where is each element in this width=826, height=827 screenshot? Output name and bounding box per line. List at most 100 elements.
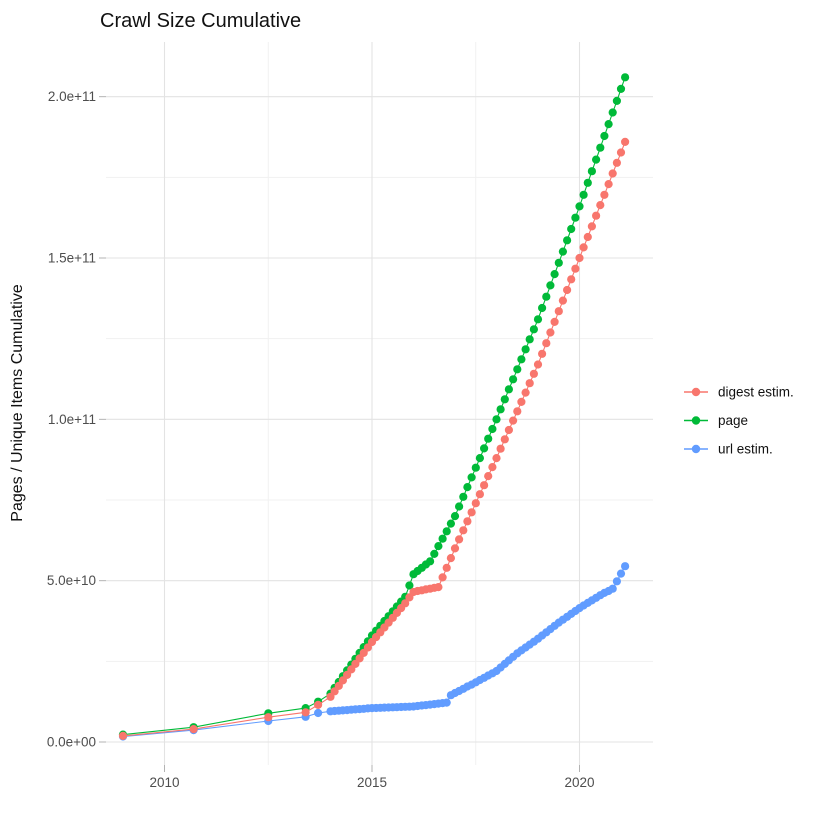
data-point xyxy=(314,708,323,718)
data-point xyxy=(596,143,605,152)
data-point xyxy=(621,137,630,146)
data-point xyxy=(612,96,622,105)
data-point xyxy=(571,264,580,273)
data-point xyxy=(529,369,539,378)
data-point xyxy=(554,258,563,267)
data-point xyxy=(616,148,626,157)
data-point xyxy=(525,335,534,344)
data-point xyxy=(587,167,597,176)
data-point xyxy=(508,416,518,425)
chart-title: Crawl Size Cumulative xyxy=(100,10,301,32)
data-point xyxy=(459,526,468,535)
data-point xyxy=(575,202,584,211)
y-axis-title: Pages / Unique Items Cumulative xyxy=(9,284,26,522)
data-point xyxy=(616,84,626,93)
data-point xyxy=(459,492,468,501)
y-tick-label: 2.0e+11 xyxy=(48,89,96,104)
data-point xyxy=(592,155,601,164)
data-point xyxy=(442,527,451,536)
data-point xyxy=(500,435,509,444)
data-point xyxy=(542,292,551,301)
data-point xyxy=(567,275,576,284)
data-point xyxy=(579,243,588,252)
legend-key-point xyxy=(691,444,701,454)
data-point xyxy=(450,511,460,521)
data-point xyxy=(583,232,592,242)
data-point xyxy=(517,397,526,406)
data-point xyxy=(575,253,584,263)
data-point xyxy=(405,581,414,590)
y-axis-tick-labels: 0.0e+00 5.0e+10 1.0e+11 1.5e+11 2.0e+11 xyxy=(47,89,96,749)
major-gridlines xyxy=(106,42,653,765)
data-point xyxy=(504,385,513,394)
data-point xyxy=(496,405,505,414)
y-tick-label: 5.0e+10 xyxy=(47,573,96,588)
data-point xyxy=(446,519,455,528)
data-point xyxy=(471,463,480,472)
legend-key-point xyxy=(691,387,701,397)
data-point xyxy=(525,379,534,388)
data-point xyxy=(467,473,476,482)
y-tick-label: 1.0e+11 xyxy=(48,412,96,427)
data-point xyxy=(600,190,609,199)
legend-item-digest: digest estim. xyxy=(684,385,794,400)
data-point xyxy=(467,508,476,517)
data-point xyxy=(571,213,580,222)
data-series-layer xyxy=(118,73,630,741)
data-point xyxy=(434,542,443,551)
minor-gridlines xyxy=(106,42,653,765)
data-point xyxy=(550,270,559,279)
legend-item-url: url estim. xyxy=(684,442,773,457)
data-point xyxy=(450,544,460,553)
data-point xyxy=(463,483,472,492)
data-point xyxy=(475,454,484,463)
x-tick-label: 2015 xyxy=(357,775,387,790)
data-point xyxy=(508,375,518,384)
legend-label: digest estim. xyxy=(718,385,794,400)
data-point xyxy=(446,554,455,563)
data-point xyxy=(438,534,447,543)
data-point xyxy=(583,178,592,187)
data-point xyxy=(616,569,626,578)
data-point xyxy=(550,317,559,326)
data-point xyxy=(513,407,522,416)
data-point xyxy=(604,120,613,129)
data-point xyxy=(558,296,568,305)
data-point xyxy=(542,339,551,348)
data-point xyxy=(517,355,526,364)
data-point xyxy=(301,708,310,717)
data-point xyxy=(567,224,576,234)
data-point xyxy=(442,698,451,707)
data-point xyxy=(471,499,480,508)
data-point xyxy=(118,731,128,741)
data-point xyxy=(492,415,501,424)
data-point xyxy=(608,169,617,178)
data-point xyxy=(442,563,451,572)
legend-label: url estim. xyxy=(718,442,773,457)
axis-tick-marks xyxy=(99,96,580,772)
data-point xyxy=(189,725,198,734)
data-point xyxy=(455,535,464,544)
data-point xyxy=(475,490,484,499)
data-point xyxy=(264,713,273,722)
data-point xyxy=(463,517,472,526)
data-point xyxy=(401,599,410,608)
data-point xyxy=(480,481,489,490)
data-point xyxy=(587,222,597,231)
data-point xyxy=(621,73,630,82)
x-tick-label: 2010 xyxy=(149,775,179,790)
x-axis-tick-labels: 2010 2015 2020 xyxy=(149,775,594,790)
data-point xyxy=(314,700,323,710)
data-point xyxy=(484,434,493,443)
data-point xyxy=(496,444,505,453)
data-point xyxy=(529,325,539,334)
data-point xyxy=(596,201,605,210)
y-tick-label: 1.5e+11 xyxy=(48,251,96,266)
data-point xyxy=(579,190,588,199)
data-point xyxy=(612,158,622,167)
data-point xyxy=(604,180,613,189)
data-point xyxy=(533,315,543,324)
data-point xyxy=(488,424,497,434)
